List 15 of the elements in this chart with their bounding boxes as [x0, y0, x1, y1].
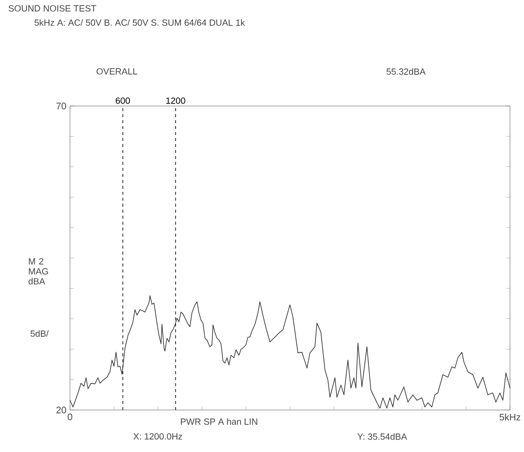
- chart-subtitle: 5kHz A: AC/ 50V B. AC/ 50V S. SUM 64/64 DUAL 1k: [34, 19, 245, 26]
- text: PWR SP A han LIN: [180, 418, 258, 425]
- text: X: 1200.0Hz: [133, 433, 182, 440]
- text: Y: 35.54dBA: [357, 433, 408, 440]
- ref-line-label: 600: [116, 97, 130, 104]
- text: OVERALL: [96, 68, 138, 75]
- chart-title: SOUND NOISE TEST: [8, 5, 96, 12]
- ref-line-label: 1200: [166, 97, 186, 104]
- text: 55.32dBA: [386, 68, 426, 75]
- y-tick-label: 70: [56, 102, 66, 110]
- text: 5dB/: [30, 330, 49, 337]
- y-tick-label: 20: [56, 406, 66, 414]
- y-axis-title: M 2 MAG dBA: [28, 258, 48, 284]
- x-tick-label: 0: [68, 414, 72, 420]
- x-tick-label: 5kHz: [500, 414, 520, 420]
